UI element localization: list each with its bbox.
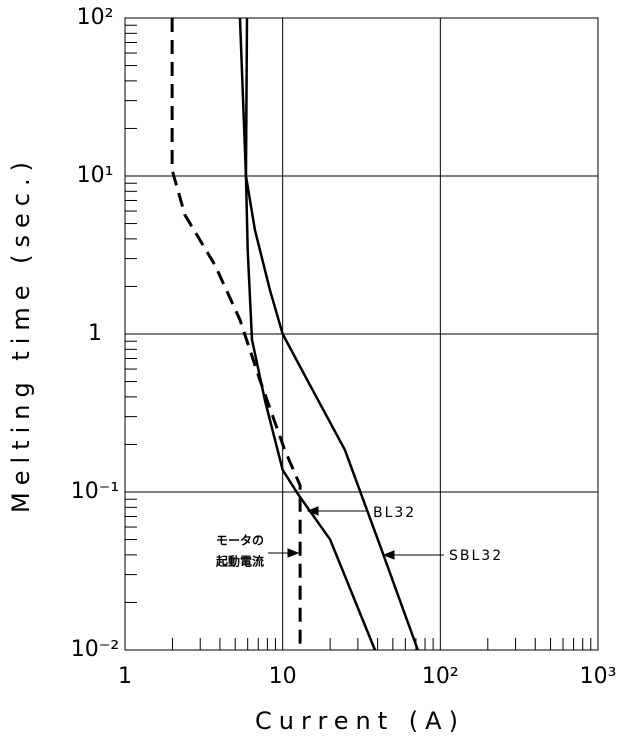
y-tick-label: 10¹ [77, 163, 114, 188]
y-tick-label: 10⁻² [71, 637, 119, 662]
x-tick-label: 10 [269, 664, 297, 689]
annotation: モータの [216, 534, 264, 548]
y-axis-label: Melting time (sec.) [7, 155, 35, 513]
x-tick-label: 10³ [580, 664, 617, 689]
x-tick-label: 1 [118, 664, 132, 689]
x-axis-label: Current (A) [255, 707, 465, 735]
annotation: 起動電流 [215, 554, 264, 569]
y-tick-label: 10⁻¹ [71, 479, 119, 504]
series-line [238, 17, 377, 651]
annotation-arrows [268, 506, 444, 560]
series-line [170, 18, 302, 650]
y-tick-label: 10² [77, 5, 114, 30]
x-tick-label: 10² [422, 664, 459, 689]
series-label: BL32 [373, 505, 416, 521]
y-tick-label: 1 [88, 321, 102, 346]
series-label: SBL32 [449, 548, 503, 564]
series-line [244, 17, 420, 651]
